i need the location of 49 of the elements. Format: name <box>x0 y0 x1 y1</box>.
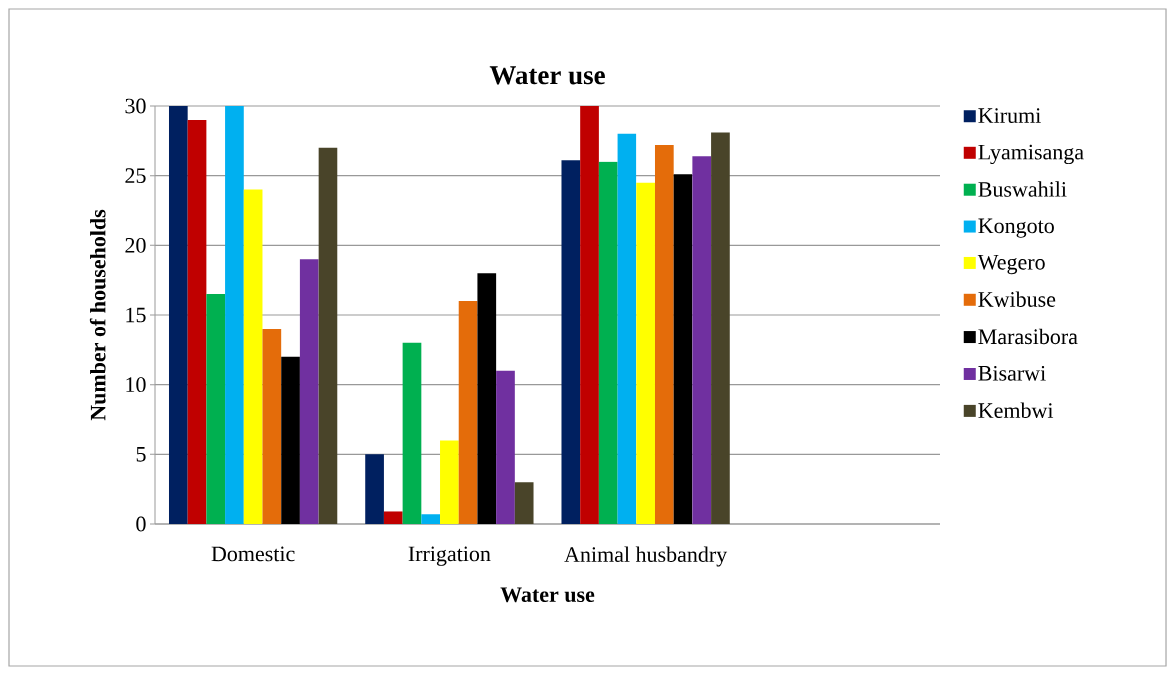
bar <box>365 454 384 524</box>
bar <box>318 147 338 524</box>
bar <box>402 342 422 524</box>
x-tick-label: Animal husbandry <box>564 546 728 567</box>
y-tick-label: 30 <box>125 98 146 114</box>
bar <box>598 161 618 524</box>
bar <box>458 301 478 524</box>
y-tick-label: 25 <box>125 168 146 184</box>
bar <box>281 356 300 524</box>
y-tick-label: 0 <box>136 516 146 532</box>
bar <box>262 328 282 524</box>
bar <box>496 370 515 524</box>
bar <box>225 106 244 524</box>
legend-label: Kwibuse <box>978 291 1056 307</box>
x-tick-label: Domestic <box>211 546 295 562</box>
bar <box>580 106 599 524</box>
bar <box>168 106 188 524</box>
bar <box>617 133 637 524</box>
y-tick-label: 15 <box>126 307 146 323</box>
bar <box>636 182 655 524</box>
legend-label: Wegero <box>977 255 1045 275</box>
legend-label: Kembwi <box>978 402 1054 418</box>
y-tick-label: 10 <box>126 377 146 393</box>
bar <box>561 160 581 524</box>
chart-title: Water use <box>489 66 605 85</box>
y-tick-label: 20 <box>125 237 146 253</box>
legend-label: Buswahili <box>978 181 1067 197</box>
bar <box>383 511 403 524</box>
bar <box>187 119 207 524</box>
bar <box>673 174 693 524</box>
bar <box>654 145 674 524</box>
bar <box>243 189 263 524</box>
y-tick-label: 5 <box>136 447 146 462</box>
bar <box>421 514 441 524</box>
legend-label: Kirumi <box>978 108 1041 123</box>
bar <box>711 132 730 524</box>
bar <box>299 259 319 524</box>
bar <box>514 482 534 524</box>
legend-label: Lyamisanga <box>978 144 1084 165</box>
bar <box>692 156 712 524</box>
x-tick-label: Irrigation <box>408 546 491 566</box>
bar <box>440 440 459 524</box>
legend-label: Bisarwi <box>978 365 1046 381</box>
bar <box>206 294 226 524</box>
x-axis-title: Water use <box>500 587 595 603</box>
y-axis-title: Number of households <box>89 209 106 421</box>
bar <box>477 273 497 524</box>
legend-label: Kongoto <box>978 218 1054 238</box>
legend-label: Marasibora <box>978 328 1078 345</box>
